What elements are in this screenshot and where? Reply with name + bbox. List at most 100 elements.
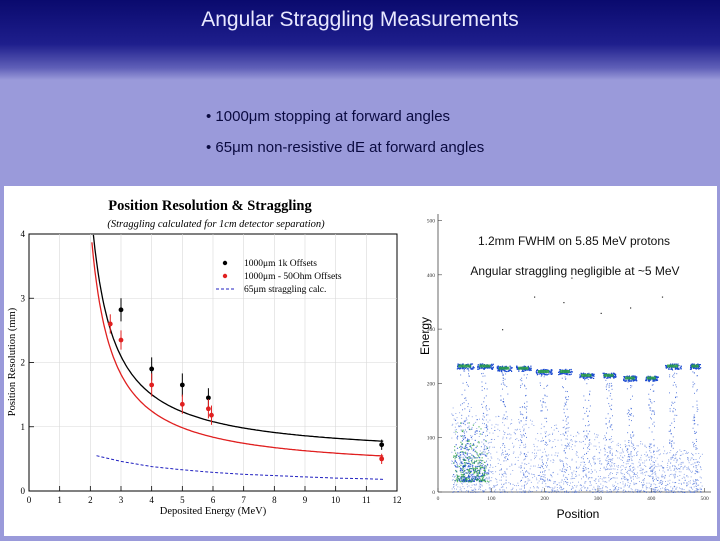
scatter-point (700, 467, 702, 469)
scatter-point (656, 490, 658, 491)
energy-y-tick-label: 100 (427, 436, 436, 442)
scatter-point (586, 377, 588, 379)
scatter-point (463, 423, 464, 425)
scatter-point (628, 460, 630, 462)
scatter-point (478, 455, 480, 457)
scatter-point (575, 486, 577, 488)
scatter-point (503, 403, 505, 405)
scatter-point (462, 363, 464, 365)
scatter-point (503, 473, 505, 474)
scatter-point (534, 455, 536, 457)
scatter-point (517, 456, 519, 458)
scatter-point (656, 376, 658, 378)
scatter-point (689, 491, 691, 493)
scatter-point (510, 489, 512, 491)
scatter-point (513, 431, 515, 433)
scatter-point (694, 416, 696, 418)
scatter-point (646, 376, 648, 378)
scatter-point (547, 464, 548, 466)
scatter-point (492, 363, 494, 365)
scatter-point (698, 366, 700, 368)
scatter-point (650, 476, 652, 478)
scatter-point (504, 405, 506, 407)
scatter-point (537, 482, 539, 484)
scatter-point (593, 459, 594, 461)
scatter-point (584, 379, 586, 381)
scatter-point (637, 491, 638, 493)
scatter-point (474, 470, 476, 472)
scatter-point (692, 427, 694, 429)
scatter-point (455, 444, 457, 446)
scatter-point (496, 484, 498, 486)
scatter-point (596, 471, 597, 473)
scatter-point (592, 488, 594, 490)
scatter-point (574, 440, 576, 442)
scatter-point (484, 469, 486, 471)
scatter-point (508, 482, 510, 484)
scatter-point (622, 450, 624, 452)
scatter-point (559, 460, 561, 462)
scatter-point (569, 369, 571, 371)
scatter-point (482, 460, 484, 462)
scatter-point (478, 441, 480, 443)
scatter-point (601, 488, 603, 490)
scatter-point (613, 375, 615, 377)
scatter-point (475, 476, 477, 478)
scatter-point (676, 467, 678, 469)
scatter-point (672, 440, 673, 442)
scatter-point (676, 486, 678, 488)
scatter-point (484, 461, 486, 463)
scatter-point (607, 491, 608, 493)
scatter-point (558, 482, 560, 484)
scatter-point (576, 485, 578, 487)
scatter-point (468, 485, 470, 487)
scatter-point (456, 463, 458, 465)
scatter-point (484, 473, 486, 475)
locus-core (667, 364, 679, 368)
data-point-black (118, 307, 124, 313)
scatter-point (494, 491, 496, 493)
scatter-point (520, 480, 521, 482)
scatter-point (477, 462, 479, 464)
scatter-point (650, 483, 652, 485)
scatter-point (461, 456, 463, 458)
scatter-point (543, 372, 545, 375)
scatter-point (494, 446, 495, 448)
scatter-point (523, 491, 524, 493)
resolution-x-tick-label: 0 (27, 495, 32, 505)
scatter-point (652, 423, 654, 425)
scatter-point (524, 407, 526, 409)
scatter-point (462, 483, 463, 485)
scatter-point (468, 443, 470, 445)
scatter-point (612, 473, 613, 474)
scatter-point (464, 477, 466, 479)
scatter-point (471, 465, 473, 467)
resolution-legend: 1000μm 1k Offsets 1000μm - 50Ohm Offsets… (216, 258, 342, 295)
scatter-point (656, 377, 658, 379)
scatter-point (698, 464, 700, 466)
scatter-point (468, 479, 470, 481)
scatter-point (550, 487, 552, 489)
scatter-point (464, 470, 466, 472)
scatter-point (589, 394, 591, 396)
scatter-point (462, 409, 463, 411)
scatter-point (534, 449, 536, 451)
scatter-point (631, 480, 632, 482)
scatter-point (534, 457, 536, 458)
scatter-point (578, 491, 580, 493)
scatter-point (599, 477, 601, 479)
scatter-point (481, 441, 483, 443)
scatter-point (525, 471, 526, 473)
scatter-point (605, 469, 607, 471)
scatter-point (461, 478, 463, 480)
scatter-point (542, 472, 543, 473)
scatter-point (480, 367, 482, 370)
scatter-point (538, 480, 540, 482)
scatter-point (576, 451, 578, 453)
scatter-point (554, 425, 556, 426)
scatter-point (696, 390, 698, 392)
scatter-point (579, 374, 581, 376)
scatter-point (644, 446, 646, 447)
scatter-point (462, 475, 464, 477)
scatter-point (524, 486, 525, 488)
